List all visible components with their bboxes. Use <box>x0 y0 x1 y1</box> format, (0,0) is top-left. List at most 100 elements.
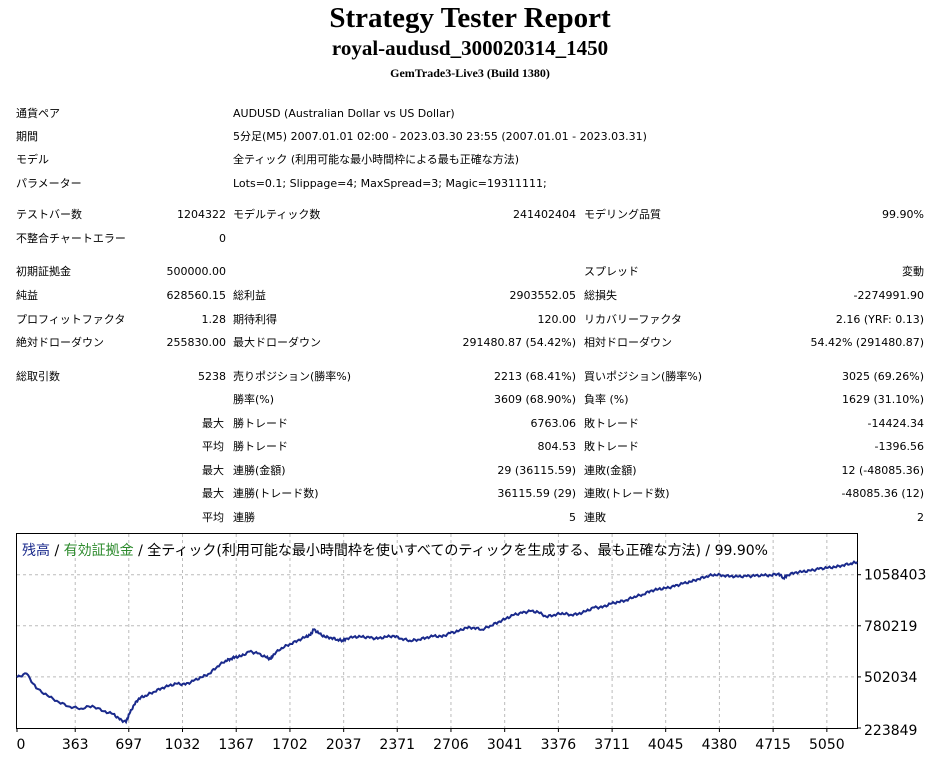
y-tick-label: 502034 <box>864 670 918 686</box>
avg-consec-wins-value: 5 <box>569 511 576 524</box>
average-prefix: 平均 <box>202 440 224 453</box>
x-tick-label: 1032 <box>165 737 201 753</box>
bars-label: テストバー数 <box>16 208 82 221</box>
consec-losses-money-value: 12 (-48085.36) <box>841 464 924 477</box>
pair-value: AUDUSD (Australian Dollar vs US Dollar) <box>233 107 455 120</box>
win-rate-label: 勝率(%) <box>233 393 275 406</box>
chart-grid <box>17 534 857 728</box>
max-prefix-money: 最大 <box>202 464 224 477</box>
net-profit-label: 純益 <box>16 289 38 302</box>
spread-value: 変動 <box>902 265 924 278</box>
expected-payoff-label: 期待利得 <box>233 313 277 326</box>
rel-drawdown-label: 相対ドローダウン <box>584 336 672 349</box>
consec-losses-count-value: -48085.36 (12) <box>841 487 924 500</box>
avg-win-label: 勝トレード <box>233 440 288 453</box>
max-prefix-count: 最大 <box>202 487 224 500</box>
legend-sep-1: / <box>50 543 64 559</box>
y-tick-label: 223849 <box>864 723 917 739</box>
consec-wins-money-value: 29 (36115.59) <box>497 464 576 477</box>
legend-model: 全ティック(利用可能な最小時間枠を使いすべてのティックを生成する、最も正確な方法… <box>147 543 768 559</box>
long-positions-label: 買いポジション(勝率%) <box>584 370 703 383</box>
period-label: 期間 <box>16 130 38 143</box>
profit-factor-value: 1.28 <box>201 313 227 326</box>
largest-win-value: 6763.06 <box>530 417 577 430</box>
parameters-label: パラメーター <box>16 177 82 190</box>
avg-loss-value: -1396.56 <box>874 440 924 453</box>
y-tick-label: 1058403 <box>864 568 926 584</box>
avg-prefix-consec: 平均 <box>202 511 224 524</box>
short-positions-value: 2213 (68.41%) <box>493 370 576 383</box>
long-positions-value: 3025 (69.26%) <box>841 370 924 383</box>
balance-chart-frame <box>16 533 858 729</box>
pair-label: 通貨ペア <box>16 107 60 120</box>
build-info: GemTrade3-Live3 (Build 1380) <box>390 66 550 80</box>
largest-prefix: 最大 <box>202 417 224 430</box>
largest-loss-value: -14424.34 <box>867 417 924 430</box>
y-tick-label: 780219 <box>864 619 917 635</box>
expected-payoff-value: 120.00 <box>537 313 577 326</box>
gross-loss-value: -2274991.90 <box>853 289 924 302</box>
consec-wins-count-label: 連勝(トレード数) <box>233 487 319 500</box>
largest-win-label: 勝トレード <box>233 417 288 430</box>
consec-wins-count-value: 36115.59 (29) <box>497 487 576 500</box>
avg-consec-losses-label: 連敗 <box>584 511 606 524</box>
model-value: 全ティック (利用可能な最小時間枠による最も正確な方法) <box>233 153 520 166</box>
x-tick-label: 3376 <box>541 737 577 753</box>
deposit-value: 500000.00 <box>166 265 227 278</box>
rel-drawdown-value: 54.42% (291480.87) <box>810 336 924 349</box>
loss-rate-label: 負率 (%) <box>584 393 629 406</box>
consec-losses-count-label: 連敗(トレード数) <box>584 487 670 500</box>
recovery-factor-label: リカバリーファクタ <box>584 313 682 326</box>
quality-value: 99.90% <box>882 208 924 221</box>
model-label: モデル <box>16 153 49 166</box>
x-tick-label: 363 <box>62 737 89 753</box>
win-rate-value: 3609 (68.90%) <box>493 393 576 406</box>
loss-rate-value: 1629 (31.10%) <box>841 393 924 406</box>
x-tick-label: 0 <box>17 737 26 753</box>
net-profit-value: 628560.15 <box>166 289 227 302</box>
ticks-label: モデルティック数 <box>233 208 321 221</box>
chart-legend: 残高 / 有効証拠金 / 全ティック(利用可能な最小時間枠を使いすべてのティック… <box>22 540 768 560</box>
ticks-value: 241402404 <box>513 208 576 221</box>
avg-loss-label: 敗トレード <box>584 440 639 453</box>
max-drawdown-label: 最大ドローダウン <box>233 336 321 349</box>
spread-label: スプレッド <box>584 265 639 278</box>
x-tick-label: 1702 <box>272 737 308 753</box>
x-tick-label: 2037 <box>326 737 362 753</box>
consec-wins-money-label: 連勝(金額) <box>233 464 286 477</box>
largest-loss-label: 敗トレード <box>584 417 639 430</box>
report-subtitle: royal-audusd_300020314_1450 <box>331 36 609 60</box>
legend-sep-2: / <box>133 543 148 559</box>
x-tick-label: 4715 <box>755 737 791 753</box>
consec-losses-money-label: 連敗(金額) <box>584 464 637 477</box>
gross-profit-label: 総利益 <box>233 289 266 302</box>
mismatch-label: 不整合チャートエラー <box>16 232 126 245</box>
x-tick-label: 2706 <box>433 737 469 753</box>
x-tick-label: 697 <box>115 737 142 753</box>
abs-drawdown-value: 255830.00 <box>166 336 227 349</box>
x-tick-label: 5050 <box>809 737 845 753</box>
total-trades-value: 5238 <box>198 370 226 383</box>
short-positions-label: 売りポジション(勝率%) <box>233 370 352 383</box>
avg-win-value: 804.53 <box>537 440 577 453</box>
x-tick-label: 4380 <box>702 737 738 753</box>
x-tick-label: 3041 <box>487 737 523 753</box>
mismatch-value: 0 <box>219 232 226 245</box>
gross-loss-label: 総損失 <box>584 289 617 302</box>
y-axis-ticks: 223849 502034 780219 1058403 <box>857 568 926 739</box>
legend-balance: 残高 <box>22 543 50 559</box>
profit-factor-label: プロフィットファクタ <box>16 313 126 326</box>
quality-label: モデリング品質 <box>584 208 661 221</box>
x-axis-ticks: 0 363 697 1032 1367 1702 2037 2371 2706 3041 3376 3… <box>16 728 845 753</box>
x-tick-label: 2371 <box>379 737 415 753</box>
x-tick-label: 1367 <box>218 737 254 753</box>
deposit-label: 初期証拠金 <box>16 265 71 278</box>
balance-line <box>16 560 858 725</box>
x-tick-label: 3711 <box>594 737 630 753</box>
period-value: 5分足(M5) 2007.01.01 02:00 - 2023.03.30 23… <box>233 130 647 143</box>
total-trades-label: 総取引数 <box>16 370 60 383</box>
parameters-value: Lots=0.1; Slippage=4; MaxSpread=3; Magic… <box>233 177 547 190</box>
legend-equity: 有効証拠金 <box>63 543 134 559</box>
max-drawdown-value: 291480.87 (54.42%) <box>462 336 576 349</box>
